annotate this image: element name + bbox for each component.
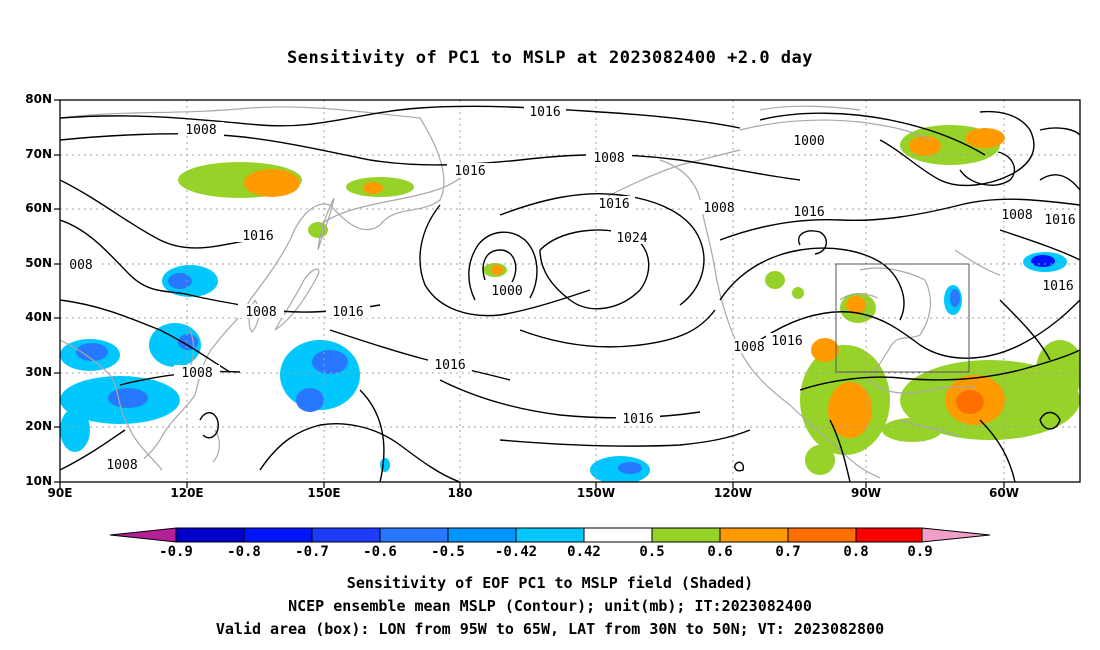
y-axis-label: 70N	[25, 147, 52, 161]
x-axis-label: 150W	[576, 486, 616, 500]
x-axis-label: 60W	[989, 486, 1019, 500]
y-axis-label: 20N	[25, 419, 52, 433]
colorbar-segment	[787, 527, 857, 543]
x-axis-label: 150E	[307, 486, 341, 500]
caption-contour: NCEP ensemble mean MSLP (Contour); unit(…	[288, 597, 812, 615]
y-axis-label: 60N	[25, 201, 52, 215]
colorbar-segment	[243, 527, 313, 543]
colorbar-tick-label: 0.8	[843, 544, 869, 560]
x-axis-label: 90W	[851, 486, 881, 500]
contour-label: 1000	[793, 134, 824, 149]
negative-sensitivity-shading	[60, 252, 1067, 482]
y-axis-label: 40N	[25, 310, 52, 324]
contour-label: 1008	[245, 305, 276, 320]
colorbar-tick-label: -0.42	[494, 544, 538, 560]
colorbar-segment	[651, 527, 721, 543]
contour-label-group: 1016 1008 1000 1016 1008 1016 1024 1008 …	[62, 104, 1080, 473]
colorbar-tick-label: 0.9	[907, 544, 933, 560]
colorbar-segment	[311, 527, 381, 543]
colorbar-high-triangle	[921, 527, 991, 543]
colorbar-tick-label: -0.7	[295, 544, 329, 560]
colorbar-tick-label: -0.8	[227, 544, 261, 560]
x-axis-label: 90E	[47, 486, 73, 500]
colorbar-segment	[583, 527, 653, 543]
colorbar-segment	[719, 527, 789, 543]
x-axis-label: 180	[447, 486, 473, 500]
grid-lines	[60, 100, 1080, 482]
plot-frame	[59, 99, 1081, 483]
map-title: Sensitivity of PC1 to MSLP at 2023082400…	[286, 48, 813, 68]
colorbar-tick-label: 0.5	[639, 544, 665, 560]
contour-label: 1016	[529, 105, 560, 120]
contour-label: 1024	[616, 231, 647, 246]
contour-label: 1016	[622, 412, 653, 427]
colorbar-low-triangle	[109, 527, 177, 543]
valid-area-box	[835, 263, 970, 373]
y-axis-label: 50N	[25, 256, 52, 270]
y-axis-label: 80N	[25, 92, 52, 106]
contour-label: 1016	[1042, 279, 1073, 294]
contour-label: 1016	[1044, 213, 1075, 228]
contour-label: 1016	[793, 205, 824, 220]
colorbar-tick-label: 0.6	[707, 544, 733, 560]
colorbar	[109, 527, 991, 543]
y-axis-label: 30N	[25, 365, 52, 379]
contour-label: 1008	[733, 340, 764, 355]
contour-label: 1016	[332, 305, 363, 320]
colorbar-segment	[515, 527, 585, 543]
colorbar-segment	[855, 527, 923, 543]
x-axis-label: 120W	[713, 486, 753, 500]
axis-ticks	[54, 99, 1005, 488]
contour-label: 1016	[454, 164, 485, 179]
contour-label: 1008	[1001, 208, 1032, 223]
colorbar-tick-label: -0.5	[431, 544, 465, 560]
contour-label: 008	[69, 258, 92, 273]
contour-label: 1008	[181, 366, 212, 381]
y-axis-label: 10N	[25, 474, 52, 488]
contour-label: 1008	[703, 201, 734, 216]
caption-shading: Sensitivity of EOF PC1 to MSLP field (Sh…	[346, 574, 754, 592]
colorbar-segment	[379, 527, 449, 543]
caption-valid-area: Valid area (box): LON from 95W to 65W, L…	[215, 620, 885, 638]
contour-label: 1016	[242, 229, 273, 244]
colorbar-segment	[447, 527, 517, 543]
colorbar-segment	[175, 527, 245, 543]
contour-label: 1016	[434, 358, 465, 373]
x-axis-label: 120E	[170, 486, 204, 500]
colorbar-tick-label: 0.42	[567, 544, 601, 560]
colorbar-tick-label: 0.7	[775, 544, 801, 560]
colorbar-tick-label: -0.9	[159, 544, 193, 560]
contour-label: 1016	[771, 334, 802, 349]
contour-label: 1000	[491, 284, 522, 299]
contour-label: 1008	[593, 151, 624, 166]
contour-label: 1008	[106, 458, 137, 473]
colorbar-tick-label: -0.6	[363, 544, 397, 560]
contour-label: 1016	[598, 197, 629, 212]
contour-label: 1008	[185, 123, 216, 138]
